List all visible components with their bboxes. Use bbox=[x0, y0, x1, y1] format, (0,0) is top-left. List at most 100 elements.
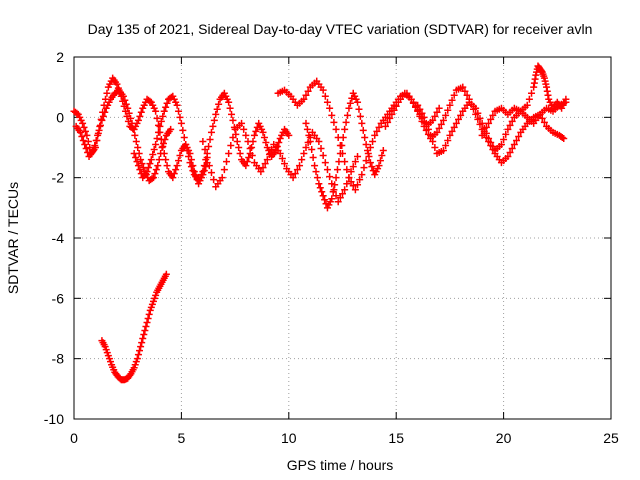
data-point-interp bbox=[442, 111, 450, 119]
data-point bbox=[311, 162, 319, 170]
data-point-interp bbox=[223, 158, 231, 166]
data-point bbox=[169, 174, 177, 182]
data-point-interp bbox=[154, 128, 162, 136]
series-track-f bbox=[302, 89, 387, 212]
data-point-interp bbox=[448, 127, 456, 135]
data-point-interp bbox=[431, 144, 439, 151]
y-tick-label: -2 bbox=[52, 170, 65, 186]
data-point-interp bbox=[153, 114, 161, 122]
x-tick-label: 25 bbox=[603, 430, 619, 446]
data-point-interp bbox=[134, 144, 142, 151]
data-point bbox=[140, 331, 148, 339]
data-point bbox=[334, 198, 342, 206]
data-point-interp bbox=[347, 178, 355, 186]
data-point-interp bbox=[431, 112, 439, 120]
data-point-interp bbox=[149, 151, 157, 159]
data-point-interp bbox=[351, 158, 359, 166]
data-point-interp bbox=[359, 126, 367, 134]
data-point-interp bbox=[139, 335, 147, 343]
data-point-interp bbox=[220, 166, 228, 174]
data-point bbox=[158, 144, 166, 151]
data-point-interp bbox=[154, 121, 162, 129]
data-point bbox=[225, 98, 233, 106]
data-point bbox=[452, 119, 460, 127]
data-point bbox=[259, 128, 267, 136]
data-point-interp bbox=[364, 147, 372, 155]
data-point-interp bbox=[152, 166, 160, 174]
data-point bbox=[149, 174, 157, 182]
data-point-interp bbox=[163, 162, 171, 170]
data-point-interp bbox=[362, 157, 370, 165]
data-point bbox=[81, 140, 89, 148]
data-point bbox=[478, 119, 486, 127]
data-point-interp bbox=[361, 133, 369, 141]
data-point-interp bbox=[293, 166, 301, 174]
data-point bbox=[345, 104, 353, 112]
data-point-interp bbox=[172, 166, 180, 174]
data-point-interp bbox=[161, 135, 169, 143]
data-point-interp bbox=[450, 123, 458, 131]
data-point bbox=[137, 343, 145, 351]
data-point bbox=[328, 195, 336, 203]
data-point bbox=[435, 104, 443, 112]
data-point bbox=[147, 156, 155, 164]
series-track-i bbox=[478, 62, 570, 139]
series-track-e bbox=[274, 77, 443, 194]
x-tick-labels: 0 5 10 15 20 25 bbox=[70, 430, 619, 446]
data-point-interp bbox=[137, 108, 145, 116]
data-point-interp bbox=[142, 322, 150, 330]
x-tick-label: 15 bbox=[388, 430, 404, 446]
data-point-interp bbox=[185, 153, 193, 161]
data-point bbox=[154, 162, 162, 170]
data-point-interp bbox=[141, 327, 149, 335]
data-point bbox=[156, 122, 164, 130]
data-point-interp bbox=[354, 181, 362, 189]
data-point bbox=[124, 104, 132, 112]
data-point-interp bbox=[206, 135, 214, 143]
data-point bbox=[375, 162, 383, 170]
data-point-interp bbox=[202, 163, 210, 171]
data-point-interp bbox=[302, 91, 310, 99]
data-point-interp bbox=[336, 194, 344, 202]
data-point bbox=[341, 186, 349, 194]
data-point-interp bbox=[246, 145, 254, 153]
data-point bbox=[134, 116, 142, 124]
data-point bbox=[332, 125, 340, 133]
axis-ticks bbox=[73, 56, 612, 420]
data-point bbox=[472, 104, 480, 112]
data-point bbox=[94, 131, 102, 139]
data-point bbox=[362, 140, 370, 148]
data-point bbox=[143, 318, 151, 326]
x-axis-label: GPS time / hours bbox=[287, 457, 394, 473]
series-track-d bbox=[199, 119, 362, 206]
data-point bbox=[119, 92, 127, 100]
data-point-interp bbox=[213, 105, 221, 113]
data-point-interp bbox=[205, 142, 213, 150]
data-point-interp bbox=[368, 163, 376, 171]
series-track-h bbox=[414, 98, 568, 158]
data-point bbox=[238, 119, 246, 127]
data-point-interp bbox=[155, 156, 163, 164]
data-point bbox=[300, 95, 308, 103]
data-point-interp bbox=[170, 170, 178, 178]
y-tick-label: 2 bbox=[56, 49, 64, 65]
data-point-interp bbox=[144, 314, 152, 322]
data-point-interp bbox=[512, 136, 520, 144]
data-point-interp bbox=[236, 150, 244, 158]
data-point bbox=[341, 125, 349, 133]
data-point bbox=[306, 137, 314, 145]
data-point-interp bbox=[476, 114, 484, 122]
data-point-interp bbox=[215, 100, 223, 108]
x-tick-label: 20 bbox=[496, 430, 512, 446]
data-point bbox=[354, 153, 362, 161]
data-point-interp bbox=[268, 146, 276, 154]
data-point-interp bbox=[150, 146, 158, 154]
data-point-interp bbox=[342, 118, 350, 126]
data-point-interp bbox=[457, 111, 465, 119]
data-point bbox=[276, 150, 284, 158]
data-point bbox=[315, 180, 323, 188]
data-point bbox=[523, 101, 531, 109]
data-point-interp bbox=[349, 182, 357, 190]
data-point-interp bbox=[160, 139, 167, 147]
